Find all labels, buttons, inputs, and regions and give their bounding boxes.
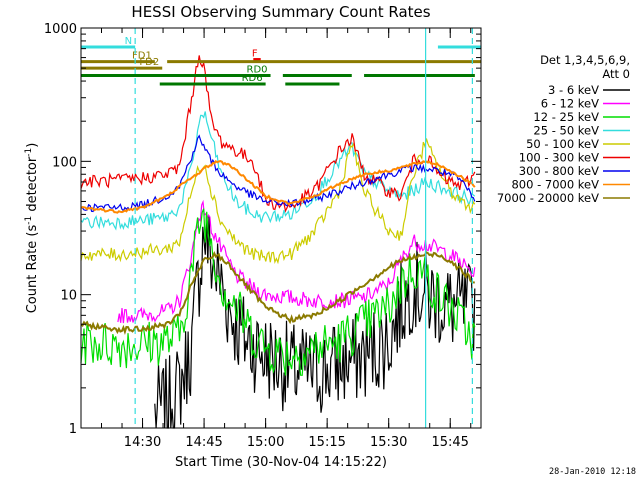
series-line-2 <box>80 208 476 376</box>
legend-label-5: 100 - 300 keV <box>519 151 599 165</box>
legend-label-2: 12 - 25 keV <box>533 110 599 124</box>
plot-frame <box>80 27 482 429</box>
y-tick-label: 1 <box>69 422 77 437</box>
series-line-1 <box>117 199 476 324</box>
flag-label-3: FD2 <box>139 57 159 68</box>
legend-label-4: 50 - 100 keV <box>526 137 599 151</box>
flag-label-5: RD6 <box>242 73 263 84</box>
x-tick-label: 15:30 <box>370 435 407 450</box>
plot-timestamp: 28-Jan-2010 12:18 <box>549 467 636 477</box>
x-tick-label: 14:45 <box>185 435 222 450</box>
series-line-5 <box>80 55 476 213</box>
legend-header-line-2: Att 0 <box>602 67 630 81</box>
legend-header-line-1: Det 1,3,4,5,6,9, <box>540 53 630 67</box>
chart-title: HESSI Observing Summary Count Rates <box>131 3 430 21</box>
series-line-7 <box>80 159 476 214</box>
x-axis-label: Start Time (30-Nov-04 14:15:22) <box>175 455 387 470</box>
x-tick-label: 15:15 <box>308 435 345 450</box>
flag-label-0: N <box>125 36 132 47</box>
flag-label-2: FD1 <box>132 51 152 62</box>
flag-label-4: RD0 <box>247 65 268 76</box>
x-tick-label: 15:00 <box>247 435 284 450</box>
legend-label-6: 300 - 800 keV <box>519 164 599 178</box>
series-line-4 <box>80 138 476 265</box>
y-tick-label: 1000 <box>44 22 77 37</box>
legend-label-3: 25 - 50 keV <box>533 124 599 138</box>
y-tick-label: 10 <box>60 289 77 304</box>
legend-label-7: 800 - 7000 keV <box>511 178 599 192</box>
y-tick-label: 100 <box>52 155 77 170</box>
legend-label-8: 7000 - 20000 keV <box>497 191 599 205</box>
x-tick-label: 15:45 <box>431 435 468 450</box>
series-line-8 <box>80 250 475 335</box>
flag-label-1: F <box>252 49 258 60</box>
y-axis-label: Count Rate (s-1 detector-1) <box>24 143 40 314</box>
x-tick-label: 14:30 <box>124 435 161 450</box>
series-line-0 <box>154 213 476 429</box>
legend-label-1: 6 - 12 keV <box>541 97 599 111</box>
legend-label-0: 3 - 6 keV <box>548 83 599 97</box>
